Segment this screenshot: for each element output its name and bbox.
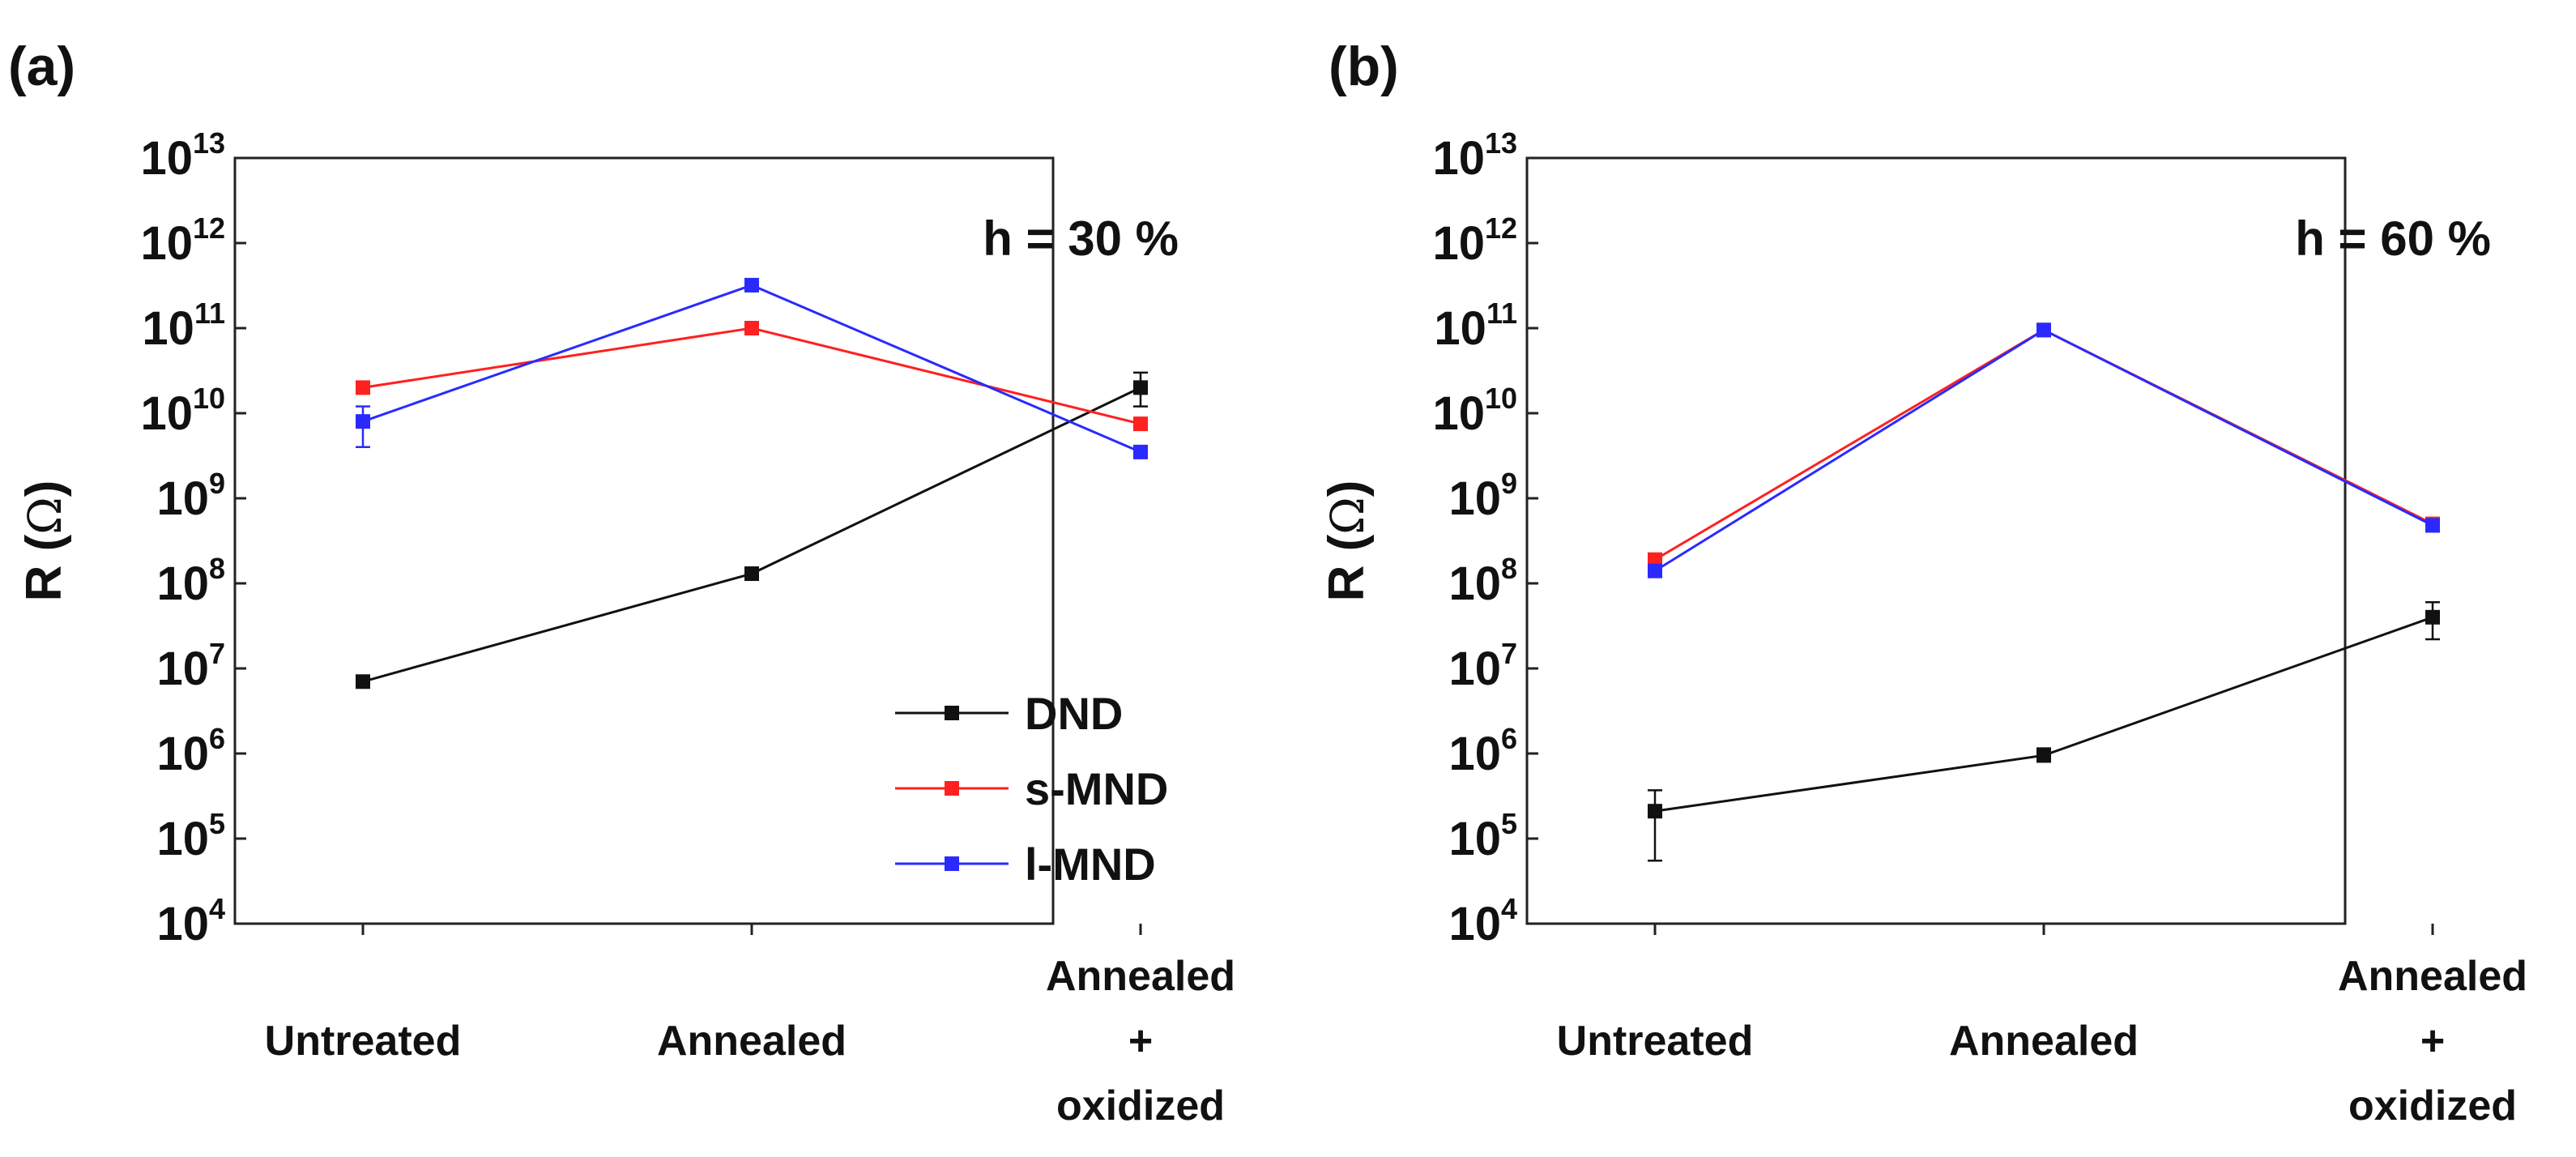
data-point-s-MND [1133, 416, 1148, 432]
series-line-l-MND [1654, 328, 2433, 572]
x-tick-label: Untreated [1557, 1018, 1754, 1065]
x-tick-label: Annealed [1046, 953, 1235, 1000]
y-tick-label: 107 [1448, 637, 1517, 695]
series-line-DND [362, 386, 1141, 683]
y-tick-label: 1013 [1432, 126, 1517, 185]
data-point-l-MND [2425, 518, 2440, 533]
y-tick-label: 1010 [1432, 382, 1517, 440]
y-tick-label: 109 [156, 467, 225, 525]
humidity-annotation: h = 30 % [983, 211, 1179, 266]
y-tick-label: 104 [1448, 892, 1517, 950]
y-tick-label: 1011 [142, 297, 225, 355]
x-tick-label: Annealed [657, 1018, 847, 1065]
y-tick-label: 105 [1448, 807, 1517, 865]
y-tick-label: 1013 [140, 126, 225, 185]
legend-marker-s-MND [945, 781, 959, 796]
y-tick-label: 1012 [1432, 211, 1517, 270]
y-tick-label: 108 [156, 552, 225, 610]
y-tick-label: 1010 [140, 382, 225, 440]
y-tick-label: 107 [156, 637, 225, 695]
y-tick-label: 109 [1448, 467, 1517, 525]
y-axis-label: R (Ω) [16, 480, 72, 602]
data-point-s-MND [356, 380, 370, 395]
data-point-DND [356, 674, 370, 690]
y-tick-label: 106 [1448, 722, 1517, 780]
data-point-DND [1648, 804, 1662, 819]
series-line-s-MND [1654, 328, 2433, 561]
legend: DND s-MND l-MND [895, 688, 1168, 890]
legend-label-l-MND: l-MND [1025, 839, 1156, 890]
legend-marker-l-MND [945, 856, 959, 871]
data-point-DND [744, 566, 759, 582]
y-axis-label: R (Ω) [1319, 480, 1375, 602]
data-point-l-MND [2036, 322, 2051, 338]
y-tick-label: 1011 [1434, 297, 1517, 355]
x-tick-label: + [2420, 1018, 2445, 1065]
data-point-DND [2036, 748, 2051, 763]
data-point-l-MND [356, 414, 370, 429]
legend-marker-DND [945, 706, 959, 720]
data-point-l-MND [1133, 444, 1148, 459]
x-tick-label: Annealed [2338, 953, 2527, 1000]
chart-panel-2: (b) 104 105 106 107 108 109 1010 1011 1012 1013 Unt… [1319, 36, 2527, 1129]
x-tick-label: Untreated [265, 1018, 462, 1065]
plot-frame [1525, 156, 2347, 925]
data-point-l-MND [744, 277, 759, 292]
x-tick-label: Annealed [1949, 1018, 2139, 1065]
data-point-DND [2425, 609, 2440, 625]
y-tick-label: 108 [1448, 552, 1517, 610]
x-tick-label: oxidized [2348, 1082, 2517, 1129]
data-point-s-MND [744, 321, 759, 335]
panel-label: (b) [1329, 36, 1399, 97]
series-line-DND [1654, 616, 2433, 813]
humidity-annotation: h = 60 % [2295, 211, 2491, 266]
y-tick-label: 106 [156, 722, 225, 780]
chart-panel-1: (a) 104 105 106 107 108 109 1010 1011 1012 1013 Unt… [8, 36, 1235, 1129]
y-tick-label: 104 [156, 892, 225, 950]
plot-frame [233, 156, 1055, 925]
data-point-s-MND [1648, 552, 1662, 567]
series-line-s-MND [362, 327, 1141, 425]
x-tick-label: + [1128, 1018, 1153, 1065]
x-tick-label: oxidized [1056, 1082, 1225, 1129]
legend-label-DND: DND [1025, 688, 1123, 739]
legend-label-s-MND: s-MND [1025, 763, 1168, 814]
panel-label: (a) [8, 36, 75, 97]
data-point-l-MND [1648, 563, 1662, 578]
data-point-DND [1133, 380, 1148, 395]
y-tick-label: 105 [156, 807, 225, 865]
y-tick-label: 1012 [140, 211, 225, 270]
